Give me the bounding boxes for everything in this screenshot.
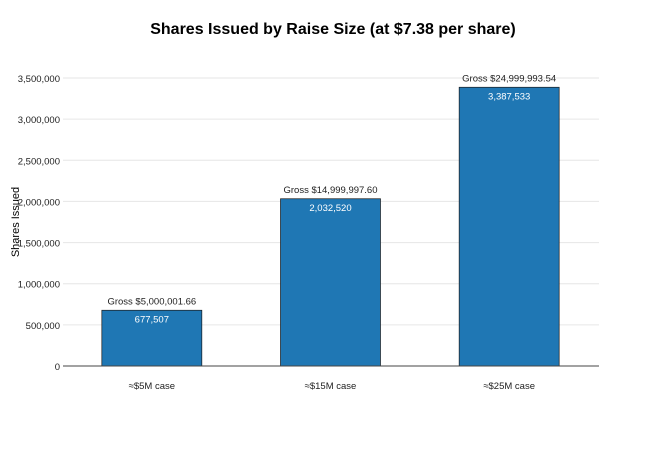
- chart-title: Shares Issued by Raise Size (at $7.38 pe…: [150, 21, 516, 38]
- y-axis-label: Shares Issued: [10, 187, 22, 257]
- x-tick-label: ≈$15M case: [305, 381, 357, 392]
- y-tick-label: 1,500,000: [18, 239, 60, 250]
- x-tick-label: ≈$5M case: [129, 381, 175, 392]
- bar-value-label: 2,032,520: [309, 203, 351, 214]
- bar-annotation: Gross $5,000,001.66: [107, 296, 196, 307]
- y-tick-label: 2,000,000: [18, 197, 60, 208]
- y-tick-label: 1,000,000: [18, 280, 60, 291]
- y-tick-label: 0: [55, 362, 60, 373]
- bar-value-label: 677,507: [135, 314, 169, 325]
- y-tick-label: 500,000: [26, 321, 60, 332]
- y-tick-label: 2,500,000: [18, 156, 60, 167]
- bar: [280, 198, 381, 367]
- y-tick-label: 3,000,000: [18, 115, 60, 126]
- bar-annotation: Gross $14,999,997.60: [283, 185, 377, 196]
- bar: [101, 309, 203, 367]
- bar-annotation: Gross $24,999,993.54: [462, 73, 556, 84]
- bar-value-label: 3,387,533: [488, 91, 530, 102]
- bar: [458, 86, 560, 367]
- x-tick-label: ≈$25M case: [483, 381, 535, 392]
- y-tick-label: 3,500,000: [18, 74, 60, 85]
